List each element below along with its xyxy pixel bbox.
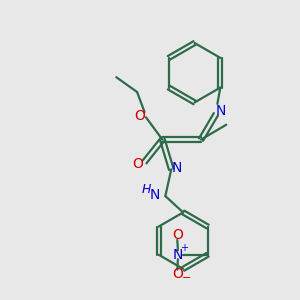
- Text: N: N: [171, 161, 182, 175]
- Text: H: H: [141, 183, 151, 196]
- Text: N: N: [150, 188, 160, 202]
- Text: O: O: [134, 109, 145, 123]
- Text: N: N: [173, 248, 183, 262]
- Text: O: O: [172, 267, 183, 281]
- Text: O: O: [133, 157, 143, 171]
- Text: O: O: [172, 229, 183, 242]
- Text: −: −: [182, 273, 191, 283]
- Text: +: +: [180, 243, 188, 253]
- Text: N: N: [215, 104, 226, 118]
